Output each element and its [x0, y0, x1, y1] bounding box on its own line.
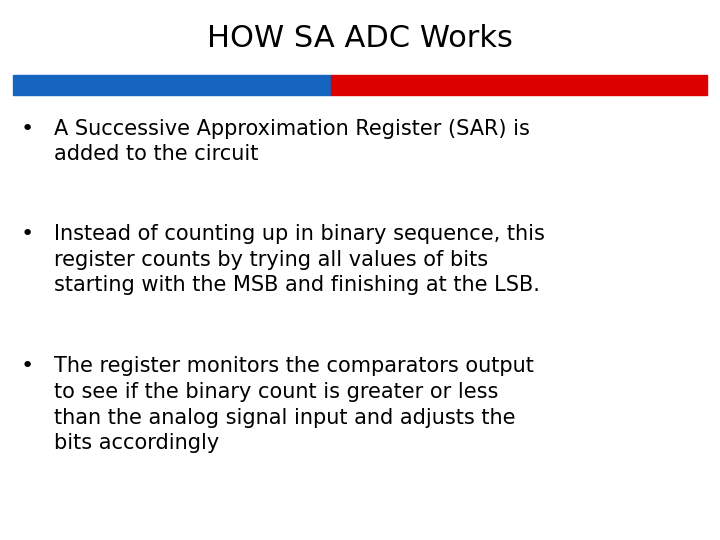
Text: A Successive Approximation Register (SAR) is
added to the circuit: A Successive Approximation Register (SAR…: [54, 119, 530, 164]
Text: Instead of counting up in binary sequence, this
register counts by trying all va: Instead of counting up in binary sequenc…: [54, 224, 545, 295]
Bar: [331, 75, 707, 95]
Text: •: •: [21, 356, 34, 376]
Text: HOW SA ADC Works: HOW SA ADC Works: [207, 24, 513, 53]
Text: The register monitors the comparators output
to see if the binary count is great: The register monitors the comparators ou…: [54, 356, 534, 453]
Text: •: •: [21, 119, 34, 139]
Text: •: •: [21, 224, 34, 244]
Bar: [13, 75, 331, 95]
